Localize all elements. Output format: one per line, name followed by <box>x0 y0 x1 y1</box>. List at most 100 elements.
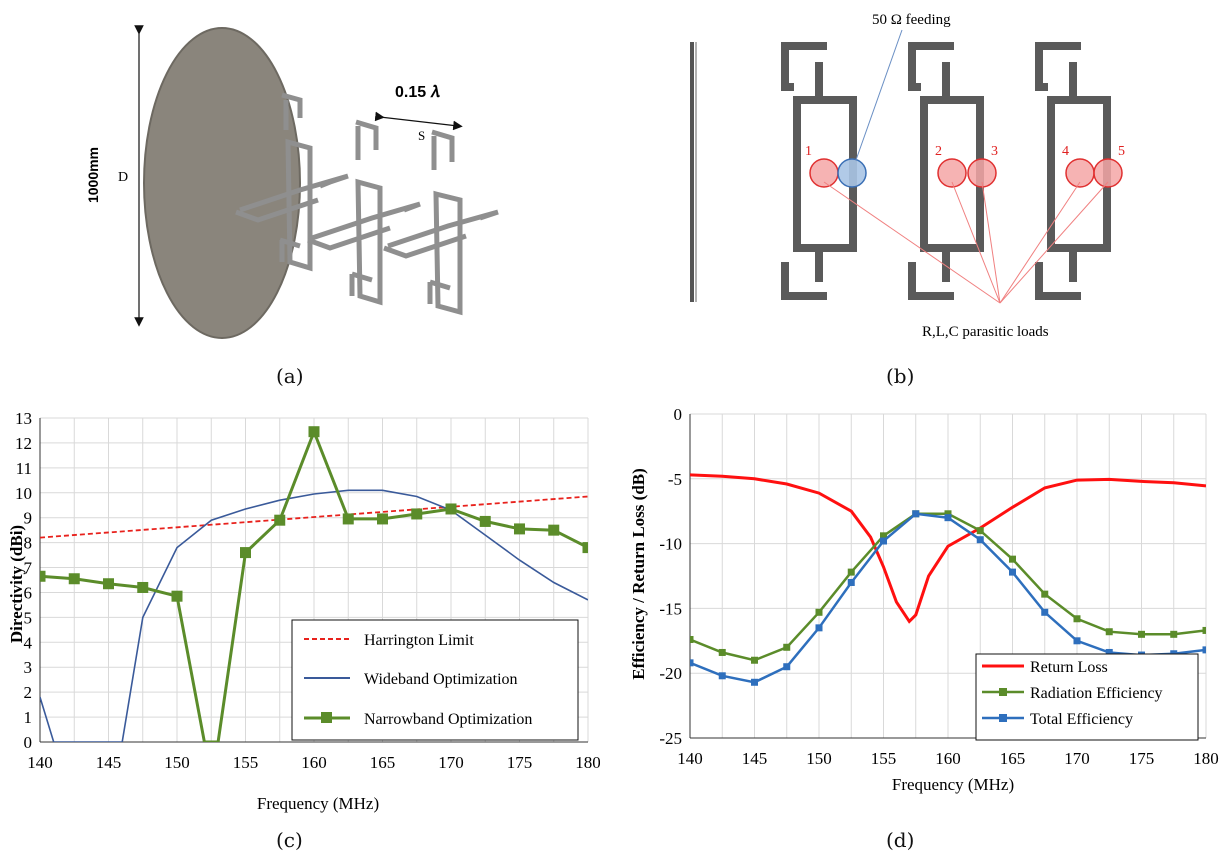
series-point-radiation-efficiency <box>1202 626 1206 634</box>
series-point-radiation-efficiency <box>976 527 984 535</box>
y-tick-label: -10 <box>659 535 682 554</box>
chart-d-legend: Return Loss Radiation Efficiency Total E… <box>975 653 1199 741</box>
y-tick-label: -25 <box>659 729 682 748</box>
caption-d: (d) <box>886 828 915 852</box>
series-point-narrowband-optimization <box>445 503 457 515</box>
series-point-total-efficiency <box>944 514 952 522</box>
series-line-return-loss <box>690 473 1206 624</box>
series-point-narrowband-optimization <box>377 513 388 525</box>
spacing-dimension-line <box>374 111 463 131</box>
panel-a-antenna-3d-view: 1000mm D 0.15 𝜆 S <box>0 0 612 360</box>
x-tick-label: 165 <box>1000 749 1026 768</box>
legend-return-loss-label: Return Loss <box>1030 659 1108 676</box>
series-point-radiation-efficiency <box>1170 630 1178 638</box>
series-point-narrowband-optimization <box>103 578 114 590</box>
chart-d-legend-box <box>975 653 1199 741</box>
load-number-1: 1 <box>805 144 812 159</box>
y-tick-label: 0 <box>674 405 683 424</box>
x-tick-label: 180 <box>575 753 600 772</box>
series-point-narrowband-optimization <box>171 590 183 602</box>
series-point-radiation-efficiency <box>847 568 855 576</box>
series-point-narrowband-optimization <box>479 515 491 527</box>
y-tick-label: 10 <box>15 484 32 503</box>
series-point-total-efficiency <box>1009 568 1016 576</box>
element-2-top-view <box>908 42 984 300</box>
chart-c-grid <box>39 417 589 743</box>
legend-radiation-label: Radiation Efficiency <box>1030 685 1163 702</box>
y-tick-label: 6 <box>24 583 33 602</box>
load-pointer-lines <box>823 181 1109 304</box>
series-point-narrowband-optimization <box>137 581 149 593</box>
series-point-total-efficiency <box>783 663 791 671</box>
y-tick-label: 9 <box>24 509 33 528</box>
x-tick-label: 140 <box>677 749 703 768</box>
series-line-harrington-limit <box>40 495 588 539</box>
y-tick-label: 0 <box>24 733 33 752</box>
chart-d-ylabel: Efficiency / Return Loss (dB) <box>629 468 648 680</box>
series-point-total-efficiency <box>880 537 887 545</box>
chart-c-ticks: 140 145 150 155 160 165 170 175 1800123456789101… <box>15 409 601 772</box>
caption-b: (b) <box>886 364 915 388</box>
y-tick-label: -20 <box>659 664 682 683</box>
load-number-3: 3 <box>991 144 998 159</box>
diameter-label: D <box>118 170 128 185</box>
panel-b-antenna-top-view: 1 2 3 4 5 50 Ω feeding R,L,C parasitic l… <box>612 0 1224 360</box>
y-tick-label: 11 <box>16 459 32 478</box>
series-point-total-efficiency <box>976 536 984 544</box>
series-point-radiation-efficiency <box>1073 615 1081 623</box>
caption-a: (a) <box>276 364 304 388</box>
y-tick-label: 2 <box>24 683 33 702</box>
element-1-top-view <box>781 42 857 300</box>
series-point-radiation-efficiency <box>1041 590 1049 598</box>
reflector-disk <box>143 27 301 339</box>
load-number-4: 4 <box>1062 144 1069 159</box>
series-point-narrowband-optimization <box>342 513 354 525</box>
panel-a-drawing: 1000mm D 0.15 𝜆 S <box>85 25 499 339</box>
x-tick-label: 175 <box>1129 749 1155 768</box>
panel-b-drawing: 1 2 3 4 5 50 Ω feeding R,L,C parasitic l… <box>690 12 1125 340</box>
feed-label: 50 Ω feeding <box>872 12 951 28</box>
chart-c-svg: 140 145 150 155 160 165 170 175 1800123456789101… <box>7 409 601 813</box>
chart-d-efficiency: 140 145 150 155 160 165 170 175 180 -25 -20 -15 -10 -… <box>612 398 1224 818</box>
load-circle-3 <box>967 158 997 188</box>
caption-c: (c) <box>276 828 303 852</box>
x-tick-label: 140 <box>27 753 53 772</box>
series-point-narrowband-optimization <box>240 547 251 559</box>
chart-c-series <box>40 426 588 742</box>
load-circle-5 <box>1093 158 1123 188</box>
series-point-total-efficiency <box>751 678 758 686</box>
series-line-narrowband-optimization <box>40 427 588 742</box>
x-tick-label: 155 <box>233 753 259 772</box>
series-point-radiation-efficiency <box>1138 630 1145 638</box>
loads-label: R,L,C parasitic loads <box>922 324 1049 340</box>
series-point-narrowband-optimization <box>68 573 80 585</box>
chart-d-svg: 140 145 150 155 160 165 170 175 180 -25 -20 -15 -10 -… <box>629 405 1219 794</box>
y-tick-label: 3 <box>24 658 33 677</box>
legend-wideband-label: Wideband Optimization <box>364 671 518 688</box>
chart-c-ylabel: Directivity (dBi) <box>7 525 26 643</box>
series-point-radiation-efficiency <box>1105 628 1113 636</box>
series-point-narrowband-optimization <box>274 514 286 526</box>
chart-c-directivity: 140 145 150 155 160 165 170 175 180 0 1 2 3 4 5 6 7 8 9 10 1… <box>0 398 601 818</box>
legend-radiation-marker <box>999 688 1007 696</box>
x-tick-label: 175 <box>507 753 533 772</box>
series-point-total-efficiency <box>912 510 920 518</box>
x-tick-label: 160 <box>935 749 961 768</box>
legend-narrowband-marker <box>321 712 332 723</box>
dipole-element-2 <box>307 119 421 306</box>
y-tick-label: 5 <box>24 608 33 627</box>
legend-harrington-label: Harrington Limit <box>364 632 474 649</box>
series-point-radiation-efficiency <box>690 636 694 644</box>
series-point-narrowband-optimization <box>40 570 46 582</box>
height-label: 1000mm <box>85 147 101 203</box>
legend-narrowband-label: Narrowband Optimization <box>364 711 532 728</box>
y-tick-label: 7 <box>24 559 33 578</box>
series-line-wideband-optimization <box>40 489 588 742</box>
series-point-radiation-efficiency <box>718 648 726 656</box>
load-circle-1 <box>809 158 839 188</box>
dipole-element-1 <box>235 92 349 272</box>
series-point-radiation-efficiency <box>815 608 823 616</box>
x-tick-label: 145 <box>742 749 768 768</box>
x-tick-label: 145 <box>96 753 122 772</box>
series-point-radiation-efficiency <box>751 656 758 664</box>
